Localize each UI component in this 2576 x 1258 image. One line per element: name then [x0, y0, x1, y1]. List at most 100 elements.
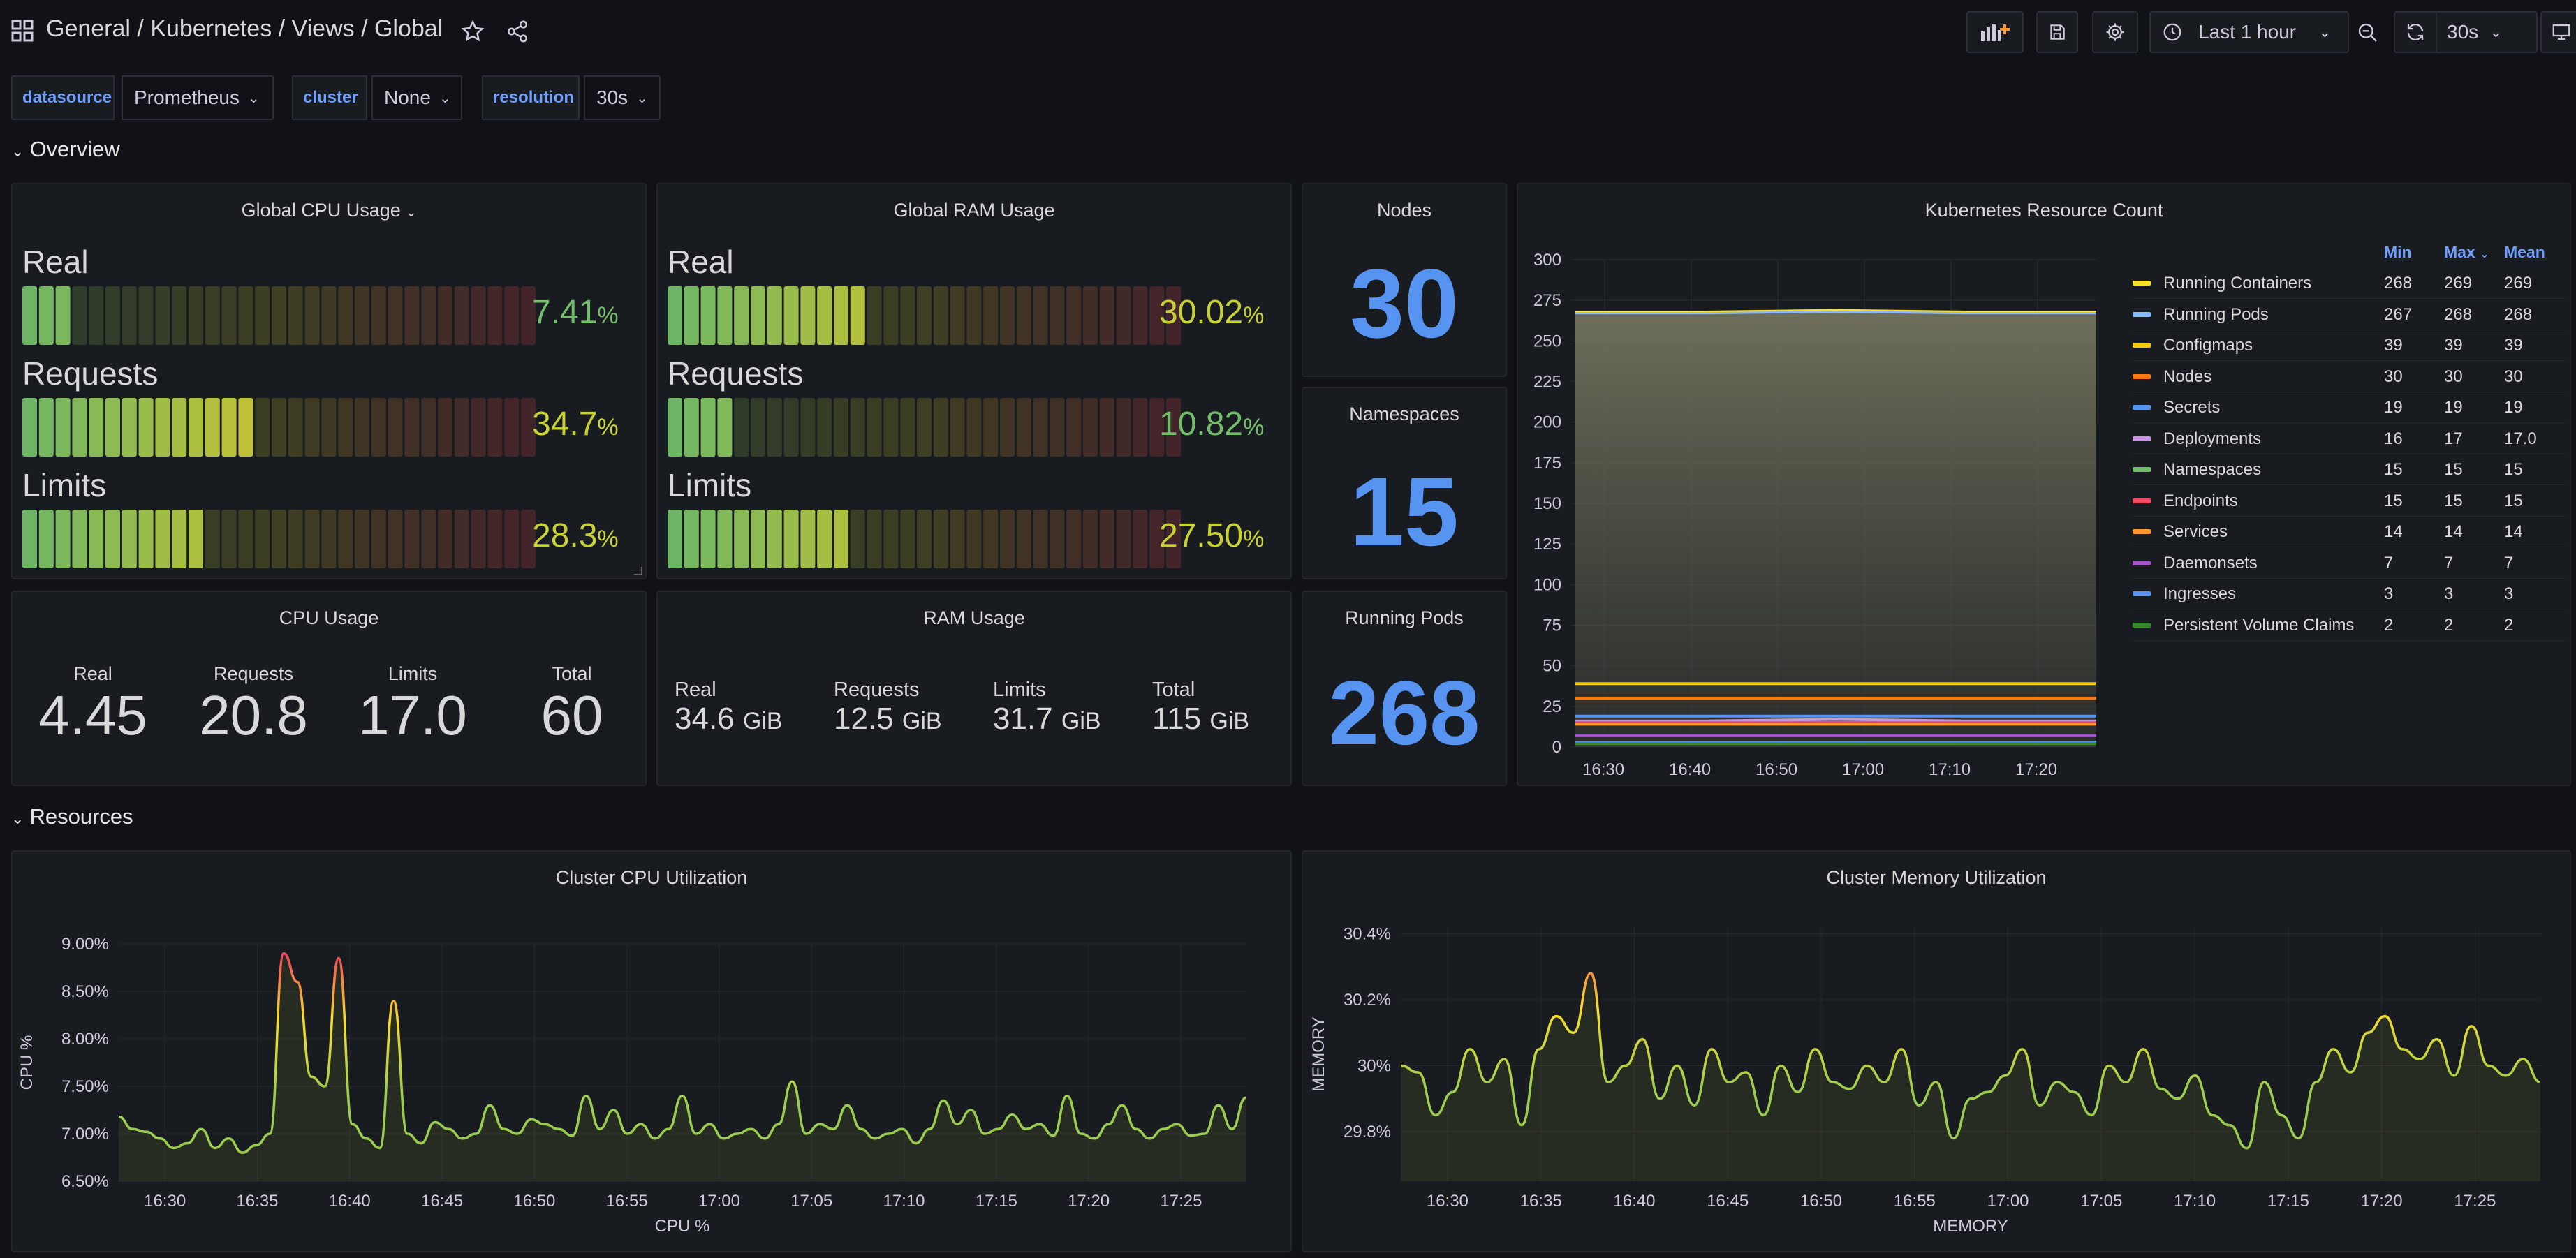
gauge-cell — [471, 510, 486, 568]
legend-row[interactable]: Running Pods 267 268 268 — [2133, 302, 2566, 330]
legend-min: 14 — [2384, 522, 2403, 541]
gauge-cell — [1133, 510, 1148, 568]
resource-count-chart[interactable]: 0 25 50 75 100 125 150 175 200 225 250 275 300 16:30 1… — [1518, 184, 2105, 787]
gauge-cell — [321, 286, 337, 345]
share-icon[interactable] — [506, 20, 529, 43]
gauge-cell — [867, 398, 882, 457]
gauge-cell — [504, 510, 520, 568]
resize-handle[interactable] — [634, 567, 642, 575]
legend-row[interactable]: Nodes 30 30 30 — [2133, 364, 2566, 392]
breadcrumb-root[interactable]: General — [46, 15, 131, 42]
legend-header-max[interactable]: Max ⌄ — [2444, 243, 2489, 261]
settings-button[interactable] — [2092, 11, 2138, 53]
variable-select-cluster[interactable]: None ⌄ — [371, 75, 462, 120]
panel-title[interactable]: Kubernetes Resource Count — [1924, 200, 2163, 221]
legend-header-mean[interactable]: Mean — [2504, 243, 2545, 261]
time-picker[interactable]: Last 1 hour ⌄ — [2149, 11, 2349, 53]
gauge-cell — [800, 510, 816, 568]
refresh-icon[interactable] — [2405, 22, 2426, 43]
gauge-cell — [933, 286, 948, 345]
gauge-cell — [684, 510, 699, 568]
panel-title[interactable]: Nodes — [1376, 200, 1432, 221]
legend-row[interactable]: Secrets 19 19 19 — [2133, 395, 2566, 423]
row-resources[interactable]: ⌄ Resources — [11, 804, 133, 829]
x-tick-label: 16:40 — [329, 1192, 371, 1211]
gauge-cell — [371, 398, 386, 457]
variable-select-resolution[interactable]: 30s ⌄ — [584, 75, 661, 120]
row-overview[interactable]: ⌄ Overview — [11, 137, 120, 162]
gauge-cell — [122, 510, 137, 568]
gauge-cell — [438, 398, 452, 457]
gauge-cell — [1149, 398, 1165, 457]
panel-title[interactable]: Namespaces — [1349, 404, 1459, 424]
panel-cluster-cpu-utilization: Cluster CPU Utilization 6.50% 7.00% 7.50% 8… — [11, 850, 1292, 1252]
chevron-down-icon: ⌄ — [11, 142, 24, 160]
add-panel-button[interactable] — [1966, 11, 2024, 53]
panel-title[interactable]: Running Pods — [1345, 607, 1464, 628]
gauge-cell — [221, 398, 237, 457]
legend-name: Daemonsets — [2163, 553, 2258, 572]
legend-row[interactable]: Ingresses 3 3 3 — [2133, 582, 2566, 609]
gauge-cell — [1050, 286, 1065, 345]
legend-row[interactable]: Persistent Volume Claims 2 2 2 — [2133, 613, 2566, 641]
chevron-down-icon: ⌄ — [406, 205, 417, 219]
gauge-cell — [734, 510, 749, 568]
stacked-area — [1575, 311, 2096, 747]
panel-title[interactable]: Cluster Memory Utilization — [1826, 867, 2047, 888]
chevron-down-icon: ⌄ — [439, 90, 451, 106]
panel-title[interactable]: Cluster CPU Utilization — [555, 867, 748, 888]
gauge-cell — [122, 398, 137, 457]
bar-label-limits: Limits — [22, 467, 107, 503]
apps-grid-icon[interactable] — [11, 20, 34, 42]
gauge-cell — [454, 286, 469, 345]
panel-title[interactable]: CPU Usage — [279, 607, 379, 628]
gauge-cell — [138, 286, 154, 345]
panel-nodes: Nodes 30 — [1302, 183, 1507, 377]
variable-value: 30s — [596, 87, 628, 108]
legend-row[interactable]: Running Containers 268 269 269 — [2133, 271, 2566, 299]
refresh-picker[interactable]: 30s ⌄ — [2394, 11, 2538, 53]
legend-row[interactable]: Deployments 16 17 17.0 — [2133, 427, 2566, 454]
legend-row[interactable]: Daemonsets 7 7 7 — [2133, 551, 2566, 579]
gauge-cell — [404, 510, 420, 568]
legend-mean: 2 — [2504, 615, 2514, 635]
legend-row[interactable]: Namespaces 15 15 15 — [2133, 457, 2566, 485]
tv-mode-button[interactable] — [2540, 11, 2576, 53]
y-tick-label: 100 — [1533, 575, 1561, 594]
panel-title[interactable]: RAM Usage — [923, 607, 1025, 628]
breadcrumb-path[interactable]: / Kubernetes / Views / Global — [137, 15, 443, 42]
stat-value: 115 GiB — [1152, 702, 1250, 736]
cpu-utilization-chart[interactable]: 6.50% 7.00% 7.50% 8.00% 8.50% 9.00% 16:30 16:35… — [13, 852, 1293, 1254]
legend-name: Running Containers — [2163, 274, 2312, 293]
legend-header-min[interactable]: Min — [2384, 243, 2412, 261]
gauge-cell — [966, 398, 982, 457]
breadcrumb: General / Kubernetes / Views / Global — [46, 15, 443, 43]
gauge-cell — [89, 398, 104, 457]
gauge-cell — [272, 510, 286, 568]
gauge-cell — [684, 398, 699, 457]
zoom-out-button[interactable] — [2350, 17, 2385, 49]
variable-label-cluster: cluster — [292, 75, 367, 120]
save-dashboard-button[interactable] — [2036, 11, 2078, 53]
y-tick-label: 8.00% — [61, 1030, 109, 1049]
ram-real: Real 34.6 GiB — [675, 679, 783, 737]
memory-utilization-chart[interactable]: 29.8% 30% 30.2% 30.4% 16:30 16:35 16:40 16:45 16… — [1303, 852, 2573, 1254]
legend-mean: 7 — [2504, 553, 2514, 572]
variable-select-datasource[interactable]: Prometheus ⌄ — [122, 75, 274, 120]
gauge-cell — [668, 398, 682, 457]
gauge-cell — [272, 286, 286, 345]
star-icon[interactable] — [461, 20, 485, 43]
panel-title[interactable]: Global CPU Usage ⌄ — [241, 200, 417, 221]
gauge-cell — [421, 398, 436, 457]
gauge-cell — [355, 510, 369, 568]
legend-row[interactable]: Endpoints 15 15 15 — [2133, 489, 2566, 517]
panel-title[interactable]: Global RAM Usage — [893, 200, 1055, 221]
panel-kubernetes-resource-count: Kubernetes Resource Count 0 25 50 75 100 125 1… — [1517, 183, 2571, 786]
legend-row[interactable]: Services 14 14 14 — [2133, 519, 2566, 547]
gauge-cell — [767, 398, 782, 457]
gauge-cell — [338, 286, 353, 345]
gauge-cell — [1149, 286, 1165, 345]
gauge-cell — [1166, 398, 1181, 457]
legend-row[interactable]: Configmaps 39 39 39 — [2133, 333, 2566, 361]
gauge-cell — [950, 510, 965, 568]
